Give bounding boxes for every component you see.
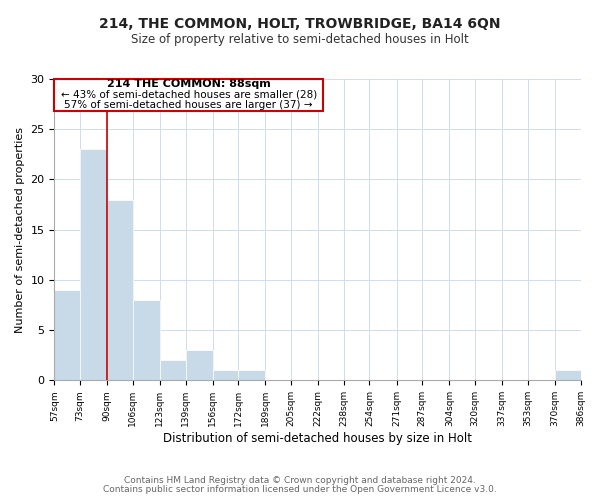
Text: Contains public sector information licensed under the Open Government Licence v3: Contains public sector information licen… bbox=[103, 484, 497, 494]
Text: 214, THE COMMON, HOLT, TROWBRIDGE, BA14 6QN: 214, THE COMMON, HOLT, TROWBRIDGE, BA14 … bbox=[99, 18, 501, 32]
Bar bbox=[555, 370, 581, 380]
FancyBboxPatch shape bbox=[55, 79, 323, 111]
Bar bbox=[213, 370, 238, 380]
Text: 57% of semi-detached houses are larger (37) →: 57% of semi-detached houses are larger (… bbox=[64, 100, 313, 110]
Bar bbox=[133, 300, 160, 380]
X-axis label: Distribution of semi-detached houses by size in Holt: Distribution of semi-detached houses by … bbox=[163, 432, 472, 445]
Bar bbox=[160, 360, 185, 380]
Bar bbox=[238, 370, 265, 380]
Bar bbox=[185, 350, 213, 380]
Bar bbox=[107, 200, 133, 380]
Y-axis label: Number of semi-detached properties: Number of semi-detached properties bbox=[15, 126, 25, 332]
Bar bbox=[55, 290, 80, 380]
Text: Size of property relative to semi-detached houses in Holt: Size of property relative to semi-detach… bbox=[131, 32, 469, 46]
Text: Contains HM Land Registry data © Crown copyright and database right 2024.: Contains HM Land Registry data © Crown c… bbox=[124, 476, 476, 485]
Bar bbox=[80, 150, 107, 380]
Text: ← 43% of semi-detached houses are smaller (28): ← 43% of semi-detached houses are smalle… bbox=[61, 89, 317, 99]
Text: 214 THE COMMON: 88sqm: 214 THE COMMON: 88sqm bbox=[107, 78, 271, 88]
